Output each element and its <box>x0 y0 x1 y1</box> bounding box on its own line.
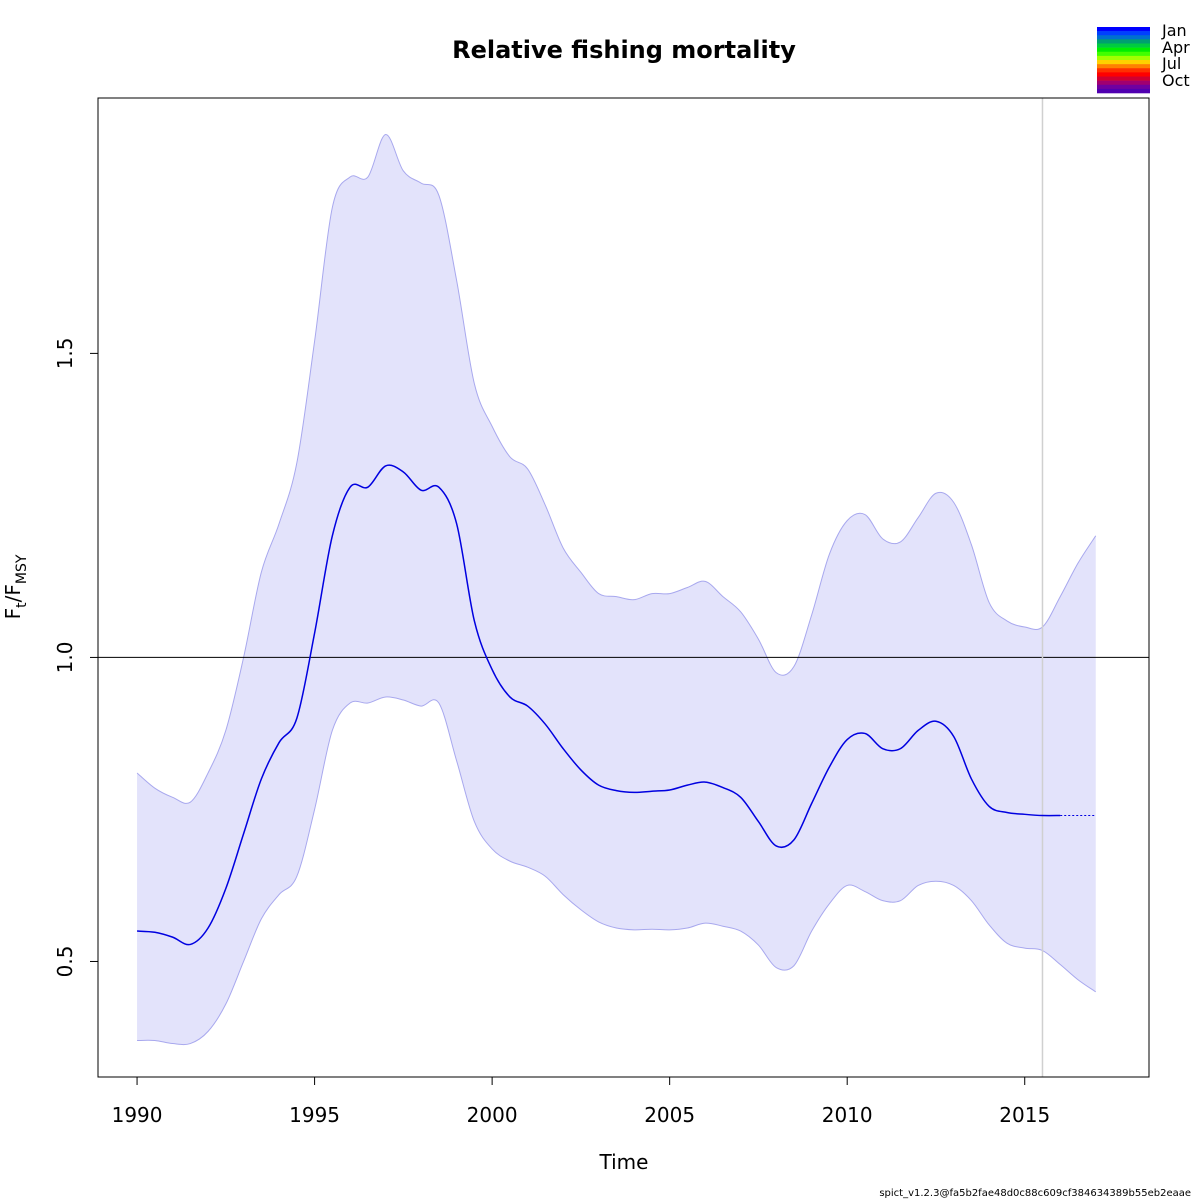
color-legend: Jan Apr Jul Oct <box>1097 21 1190 94</box>
chart-title: Relative fishing mortality <box>452 36 796 64</box>
legend-swatch <box>1097 68 1150 73</box>
legend-label-jan: Jan <box>1161 21 1187 40</box>
legend-swatch <box>1097 43 1150 48</box>
legend-label-apr: Apr <box>1162 38 1190 57</box>
legend-swatch <box>1097 72 1150 77</box>
y-axis: 0.5 1.0 1.5 <box>53 337 98 977</box>
version-footer: spict_v1.2.3@fa5b2fae48d0c88c609cf384634… <box>879 1188 1191 1199</box>
legend-swatch <box>1097 31 1150 36</box>
legend-color-bar <box>1097 27 1150 94</box>
x-axis-label: Time <box>599 1150 649 1174</box>
legend-swatch <box>1097 55 1150 61</box>
legend-swatch <box>1097 39 1150 44</box>
legend-label-oct: Oct <box>1162 71 1190 90</box>
y-axis-label: Ft/FMSY <box>1 554 30 619</box>
legend-swatch <box>1097 60 1150 65</box>
legend-swatch <box>1097 64 1150 69</box>
x-tick-label-1990: 1990 <box>112 1103 163 1127</box>
x-axis: 1990 1995 2000 2005 2010 2015 <box>112 1076 1050 1127</box>
legend-swatch <box>1097 76 1150 81</box>
legend-swatch <box>1097 27 1150 32</box>
x-tick-label-1995: 1995 <box>289 1103 340 1127</box>
plot-area <box>98 98 1149 1077</box>
legend-swatch <box>1097 47 1150 53</box>
x-tick-label-2015: 2015 <box>999 1103 1050 1127</box>
legend-label-jul: Jul <box>1161 54 1181 73</box>
legend-swatch <box>1097 84 1150 90</box>
y-tick-label-1: 1.0 <box>53 642 77 674</box>
x-tick-label-2000: 2000 <box>467 1103 518 1127</box>
estimate-line <box>137 464 1061 946</box>
legend-swatch <box>1097 35 1150 40</box>
y-tick-label-1.5: 1.5 <box>53 337 77 369</box>
legend-swatch <box>1097 51 1150 57</box>
legend-swatch <box>1097 88 1150 94</box>
upper-ci-line <box>136 133 1097 804</box>
legend-swatch <box>1097 80 1150 86</box>
x-tick-label-2010: 2010 <box>822 1103 873 1127</box>
x-tick-label-2005: 2005 <box>644 1103 695 1127</box>
confidence-band <box>137 134 1096 1045</box>
lower-ci-line <box>137 696 1097 1046</box>
y-tick-label-0.5: 0.5 <box>53 946 77 978</box>
